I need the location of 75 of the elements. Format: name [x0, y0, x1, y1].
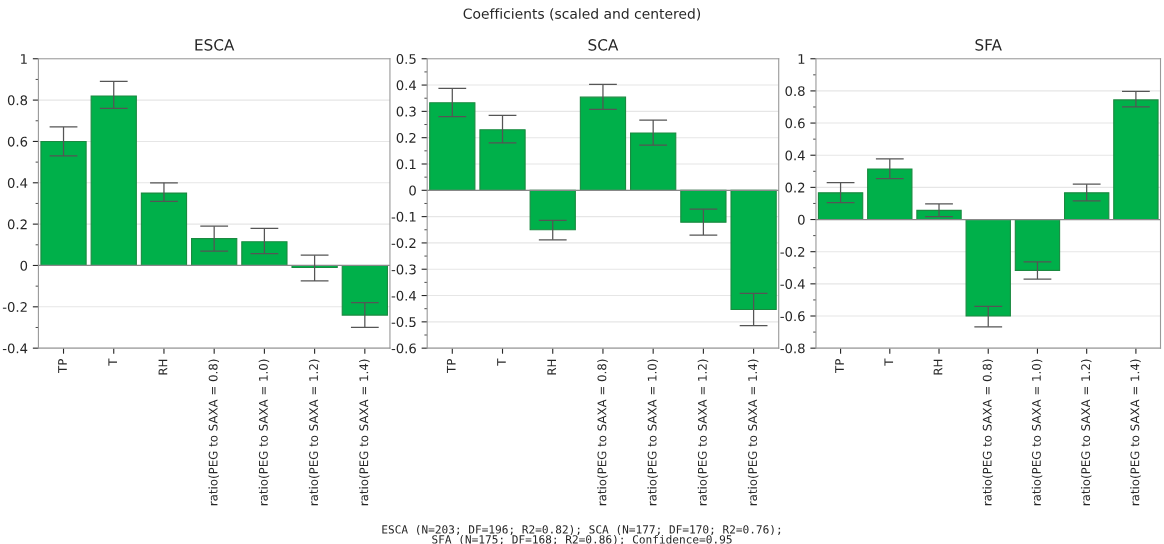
y-tick-label: 0.6	[785, 118, 805, 129]
x-tick-label: ratio(PEG to SAXA = 1.4)	[359, 359, 370, 506]
y-tick-label: -0.1	[391, 211, 416, 222]
bar	[341, 264, 388, 316]
y-tick-label: 0.4	[396, 80, 417, 91]
x-tick-label: TP	[446, 358, 456, 373]
bar	[630, 132, 677, 191]
bar	[140, 192, 188, 267]
y-tick-label: 0	[798, 214, 805, 225]
x-tick-label: T	[497, 358, 506, 366]
y-tick-label: -0.4	[780, 279, 805, 290]
bar	[241, 241, 288, 267]
x-tick-label: ratio(PEG to SAXA = 1.2)	[308, 359, 320, 506]
y-tick-label: -0.3	[391, 264, 416, 275]
bar	[1014, 218, 1061, 271]
chart-title: SFA	[975, 39, 1002, 51]
x-tick-label: ratio(PEG to SAXA = 1.2)	[1080, 359, 1092, 506]
y-tick-label: -0.5	[391, 317, 416, 328]
text: ESCA (N=203; DF=196; R2=0.82); SCA (N=177; DF=170; R2=0.76); SFA (N=175; DF=168; R2=0.86); Confidence=0.95	[382, 525, 781, 544]
bar	[867, 168, 913, 221]
x-tick-label: ratio(PEG to SAXA = 1.0)	[1031, 359, 1043, 506]
y-tick-label: 0.6	[7, 136, 28, 147]
x-tick-label: RH	[933, 359, 943, 375]
chart-title: SCA	[588, 39, 619, 51]
x-tick-label: ratio(PEG to SAXA = 1.4)	[1130, 359, 1141, 506]
y-tick-label: -0.2	[780, 246, 805, 257]
y-tick-label: -0.6	[780, 311, 805, 322]
y-tick-label: 1	[21, 54, 27, 64]
x-tick-label: T	[884, 358, 894, 366]
x-tick-label: T	[108, 358, 117, 366]
bar	[40, 140, 87, 267]
y-tick-label: 0.4	[785, 150, 805, 161]
x-tick-label: RH	[547, 359, 556, 375]
x-tick-label: ratio(PEG to SAXA = 0.8)	[208, 359, 219, 506]
y-tick-label: -0.8	[780, 343, 805, 354]
bar	[680, 189, 727, 223]
y-tick-label: 0.8	[7, 95, 28, 106]
y-tick-label: 0.4	[7, 178, 28, 188]
y-tick-label: 0	[409, 185, 416, 196]
bar	[529, 189, 576, 231]
bar	[479, 129, 526, 191]
y-tick-label: -0.4	[2, 343, 28, 354]
y-tick-label: 0.2	[396, 132, 416, 143]
y-tick-label: 1	[798, 54, 805, 64]
bar	[1063, 192, 1110, 221]
x-tick-label: ratio(PEG to SAXA = 1.0)	[258, 359, 270, 506]
bar	[579, 96, 627, 191]
x-tick-label: ratio(PEG to SAXA = 1.0)	[647, 359, 658, 506]
x-tick-label: ratio(PEG to SAXA = 0.8)	[982, 359, 994, 506]
y-tick-label: 0	[20, 260, 28, 271]
x-tick-label: ratio(PEG to SAXA = 1.2)	[697, 359, 709, 506]
bar	[429, 102, 476, 191]
bar	[1113, 99, 1159, 221]
x-tick-label: TP	[58, 358, 67, 373]
text: Coefficients (scaled and centered)	[463, 8, 701, 21]
y-tick-label: -0.2	[2, 302, 27, 313]
y-tick-label: 0.3	[396, 106, 416, 117]
y-tick-label: 0.2	[785, 182, 805, 193]
y-tick-label: 0.5	[396, 53, 416, 64]
y-tick-label: 0.8	[785, 86, 805, 97]
y-tick-label: 0.2	[7, 219, 27, 230]
bar	[730, 189, 777, 311]
x-tick-label: ratio(PEG to SAXA = 1.4)	[747, 359, 759, 506]
x-tick-label: RH	[158, 359, 168, 375]
y-tick-label: -0.6	[391, 343, 416, 354]
chart-title: ESCA	[195, 39, 235, 51]
bar	[90, 95, 137, 267]
bar	[965, 218, 1011, 317]
x-tick-label: TP	[835, 358, 844, 373]
y-tick-label: 0.1	[396, 159, 416, 170]
y-tick-label: -0.4	[391, 290, 417, 301]
bar	[191, 238, 238, 267]
y-tick-label: -0.2	[391, 238, 416, 249]
x-tick-label: ratio(PEG to SAXA = 0.8)	[597, 359, 608, 506]
bar	[817, 192, 864, 221]
